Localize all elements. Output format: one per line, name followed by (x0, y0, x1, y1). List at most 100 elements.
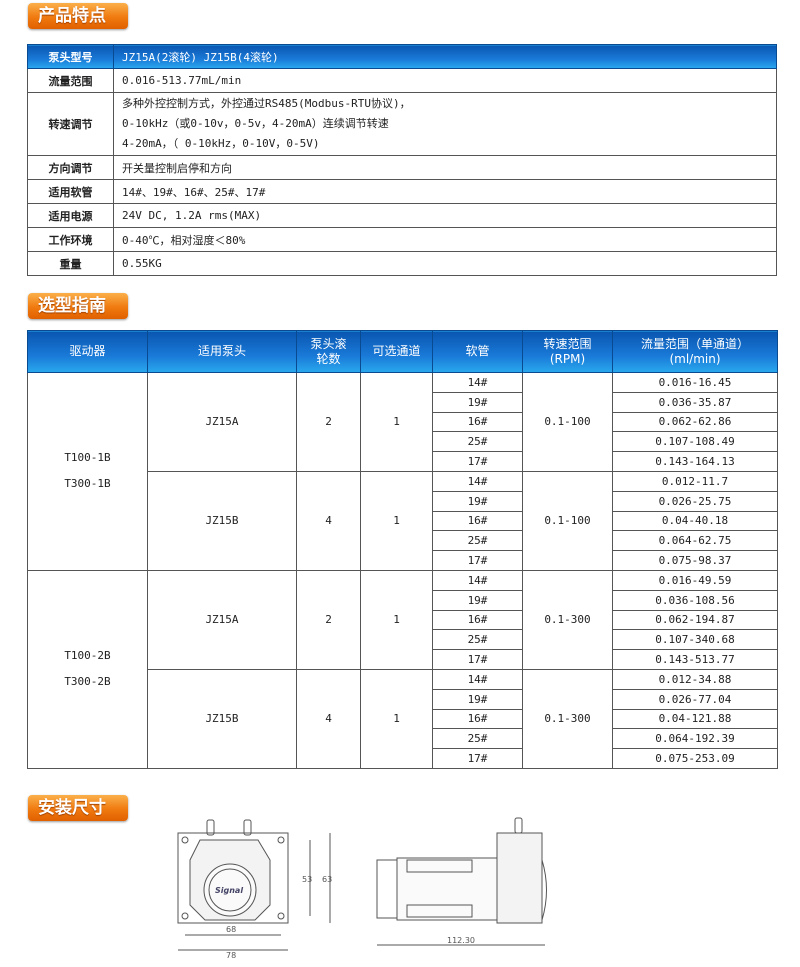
hose-cell: 17# (432, 649, 523, 670)
flow-range-cell: 0.143-513.77 (612, 649, 778, 670)
spec-value-line: 0-10kHz（或0-10v，0-5v，4-20mA）连续调节转速 (122, 117, 389, 130)
table-row: 16# 0.062-194.87 (28, 609, 778, 631)
hose-cell: 19# (432, 391, 523, 413)
column-header-line: 流量范围（单通道） (640, 336, 749, 351)
spec-row: 重量 0.55KG (27, 251, 777, 276)
hose-cell: 16# (432, 609, 523, 631)
spec-row: 流量范围 0.016-513.77mL/min (27, 68, 777, 93)
table-row: 17# 0.075-253.09 (28, 748, 778, 769)
side-view-drawing: 112.30 (376, 817, 547, 946)
spec-value-line: 0.55KG (122, 257, 162, 270)
dim-53: 53 (302, 875, 312, 884)
column-header-line: 轮数 (316, 351, 341, 366)
spec-table: 泵头型号 JZ15A(2滚轮) JZ15B(4滚轮) 流量范围 0.016-513.7… (27, 44, 777, 276)
spec-value-line: 14#、19#、16#、25#、17# (122, 185, 266, 199)
column-header-line: 可选通道 (372, 344, 421, 358)
rollers-cell: 4 (296, 668, 361, 769)
column-header: 可选通道 (360, 330, 433, 373)
hose-cell: 19# (432, 490, 523, 512)
driver-model: T300-1B (64, 477, 111, 491)
column-header-line: 泵头滚 (310, 336, 347, 351)
hose-cell: 17# (432, 748, 523, 769)
channels-cell: 1 (360, 372, 433, 472)
flow-range-cell: 0.036-108.56 (612, 589, 778, 611)
spec-value: 多种外控控制方式，外控通过RS485(Modbus-RTU协议)， 0-10kHz… (113, 92, 777, 156)
flow-range-cell: 0.026-77.04 (612, 688, 778, 710)
hose-cell: 25# (432, 530, 523, 552)
dim-78: 78 (226, 951, 236, 960)
flow-range-cell: 0.012-11.7 (612, 470, 778, 492)
channels-cell: 1 (360, 569, 433, 670)
hose-cell: 25# (432, 728, 523, 750)
front-view-drawing: Signal 53 63 68 78 (177, 819, 332, 960)
section-title-selection: 选型指南 (28, 293, 128, 319)
spec-value: 开关量控制启停和方向 (113, 155, 777, 180)
spec-value: 0.016-513.77mL/min (113, 68, 777, 93)
spec-row: 转速调节 多种外控控制方式，外控通过RS485(Modbus-RTU协议)， 0-1… (27, 92, 777, 156)
pump-head-cell: JZ15A (147, 372, 297, 472)
pump-head-cell: JZ15A (147, 569, 297, 670)
spec-value-line: 多种外控控制方式，外控通过RS485(Modbus-RTU协议)， (122, 97, 411, 110)
table-row: 19# 0.026-25.75 (28, 490, 778, 512)
flow-range-cell: 0.075-253.09 (612, 748, 778, 769)
column-header: 转速范围 (RPM) (522, 330, 613, 373)
flow-range-cell: 0.107-340.68 (612, 629, 778, 651)
spec-label: 流量范围 (27, 68, 114, 93)
flow-range-cell: 0.075-98.37 (612, 550, 778, 571)
flow-range-cell: 0.012-34.88 (612, 668, 778, 690)
column-header-line: 转速范围 (543, 336, 592, 351)
flow-range-cell: 0.04-121.88 (612, 708, 778, 730)
spec-value-line: 开关量控制启停和方向 (122, 161, 232, 175)
spec-value: JZ15A(2滚轮) JZ15B(4滚轮) (113, 44, 777, 69)
channels-cell: 1 (360, 470, 433, 571)
hose-cell: 19# (432, 688, 523, 710)
spec-value-line: 4-20mA，（ 0-10kHz，0-10V，0-5V) (122, 137, 320, 150)
pump-head-cell: JZ15B (147, 668, 297, 769)
column-header: 软管 (432, 330, 523, 373)
table-row: 17# 0.075-98.37 (28, 550, 778, 571)
dim-63: 63 (322, 875, 332, 884)
spec-row: 适用电源 24V DC, 1.2A rms(MAX) (27, 203, 777, 228)
channels-cell: 1 (360, 668, 433, 769)
table-row: 16# 0.04-121.88 (28, 708, 778, 730)
column-header: 泵头滚 轮数 (296, 330, 361, 373)
spec-label: 重量 (27, 251, 114, 276)
column-header: 流量范围（单通道） (ml/min) (612, 330, 778, 373)
motor-body (396, 857, 498, 921)
driver-model: T300-2B (64, 675, 111, 689)
spec-value-line: 0.016-513.77mL/min (122, 74, 242, 87)
table-row: 25# 0.107-340.68 (28, 629, 778, 651)
spec-value: 24V DC, 1.2A rms(MAX) (113, 203, 777, 228)
flow-range-cell: 0.062-194.87 (612, 609, 778, 631)
hose-cell: 14# (432, 470, 523, 492)
rollers-cell: 2 (296, 569, 361, 670)
spec-label: 泵头型号 (27, 44, 114, 69)
spec-label: 适用软管 (27, 179, 114, 204)
driver-model: T100-2B (64, 649, 111, 663)
hose-cell: 16# (432, 510, 523, 532)
mounting-plate (177, 832, 289, 924)
flow-range-cell: 0.064-62.75 (612, 530, 778, 552)
speed-range-cell: 0.1-100 (522, 470, 613, 571)
driver-cell: T100-2B T300-2B (27, 569, 148, 769)
spec-row: 适用软管 14#、19#、16#、25#、17# (27, 179, 777, 204)
pump-head-cell: JZ15B (147, 470, 297, 571)
hose-cell: 16# (432, 708, 523, 730)
flow-range-cell: 0.036-35.87 (612, 391, 778, 413)
section-title-features: 产品特点 (28, 3, 128, 29)
pump-head-side (496, 832, 543, 924)
spec-value: 14#、19#、16#、25#、17# (113, 179, 777, 204)
table-row: JZ15B 4 1 14# 0.1-100 0.012-11.7 (28, 470, 778, 571)
logo-text: Signal (215, 886, 243, 895)
hose-cell: 14# (432, 569, 523, 591)
flow-range-cell: 0.062-62.86 (612, 411, 778, 433)
motor-end (376, 859, 398, 919)
table-row: T100-1B T300-1B JZ15A 2 1 14# 0.1-100 0.016-16.… (27, 372, 778, 571)
hose-cell: 19# (432, 589, 523, 611)
driver-model: T100-1B (64, 451, 111, 465)
hose-cell: 25# (432, 629, 523, 651)
spec-label: 适用电源 (27, 203, 114, 228)
driver-cell: T100-1B T300-1B (27, 372, 148, 571)
hose-cell: 17# (432, 550, 523, 571)
flow-range-cell: 0.064-192.39 (612, 728, 778, 750)
